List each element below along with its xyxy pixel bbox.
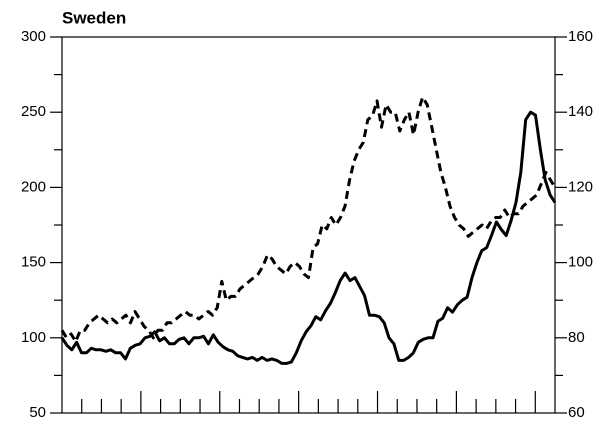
y2-tick-label: 140 [568, 103, 593, 120]
y2-tick-label: 100 [568, 254, 593, 271]
y-tick-label: 200 [21, 178, 46, 195]
line-series [60, 95, 557, 344]
y-tick-label: 100 [21, 329, 46, 346]
y2-tick-label: 120 [568, 178, 593, 195]
y2-tick-label: 160 [568, 28, 593, 45]
y-tick-label: 50 [29, 404, 46, 421]
y-tick-label: 250 [21, 103, 46, 120]
y2-tick-label: 80 [568, 329, 585, 346]
chart-title: Sweden [62, 8, 126, 27]
line-series [60, 110, 557, 365]
y2-tick-label: 60 [568, 404, 585, 421]
y-tick-label: 150 [21, 254, 46, 271]
y-tick-label: 300 [21, 28, 46, 45]
